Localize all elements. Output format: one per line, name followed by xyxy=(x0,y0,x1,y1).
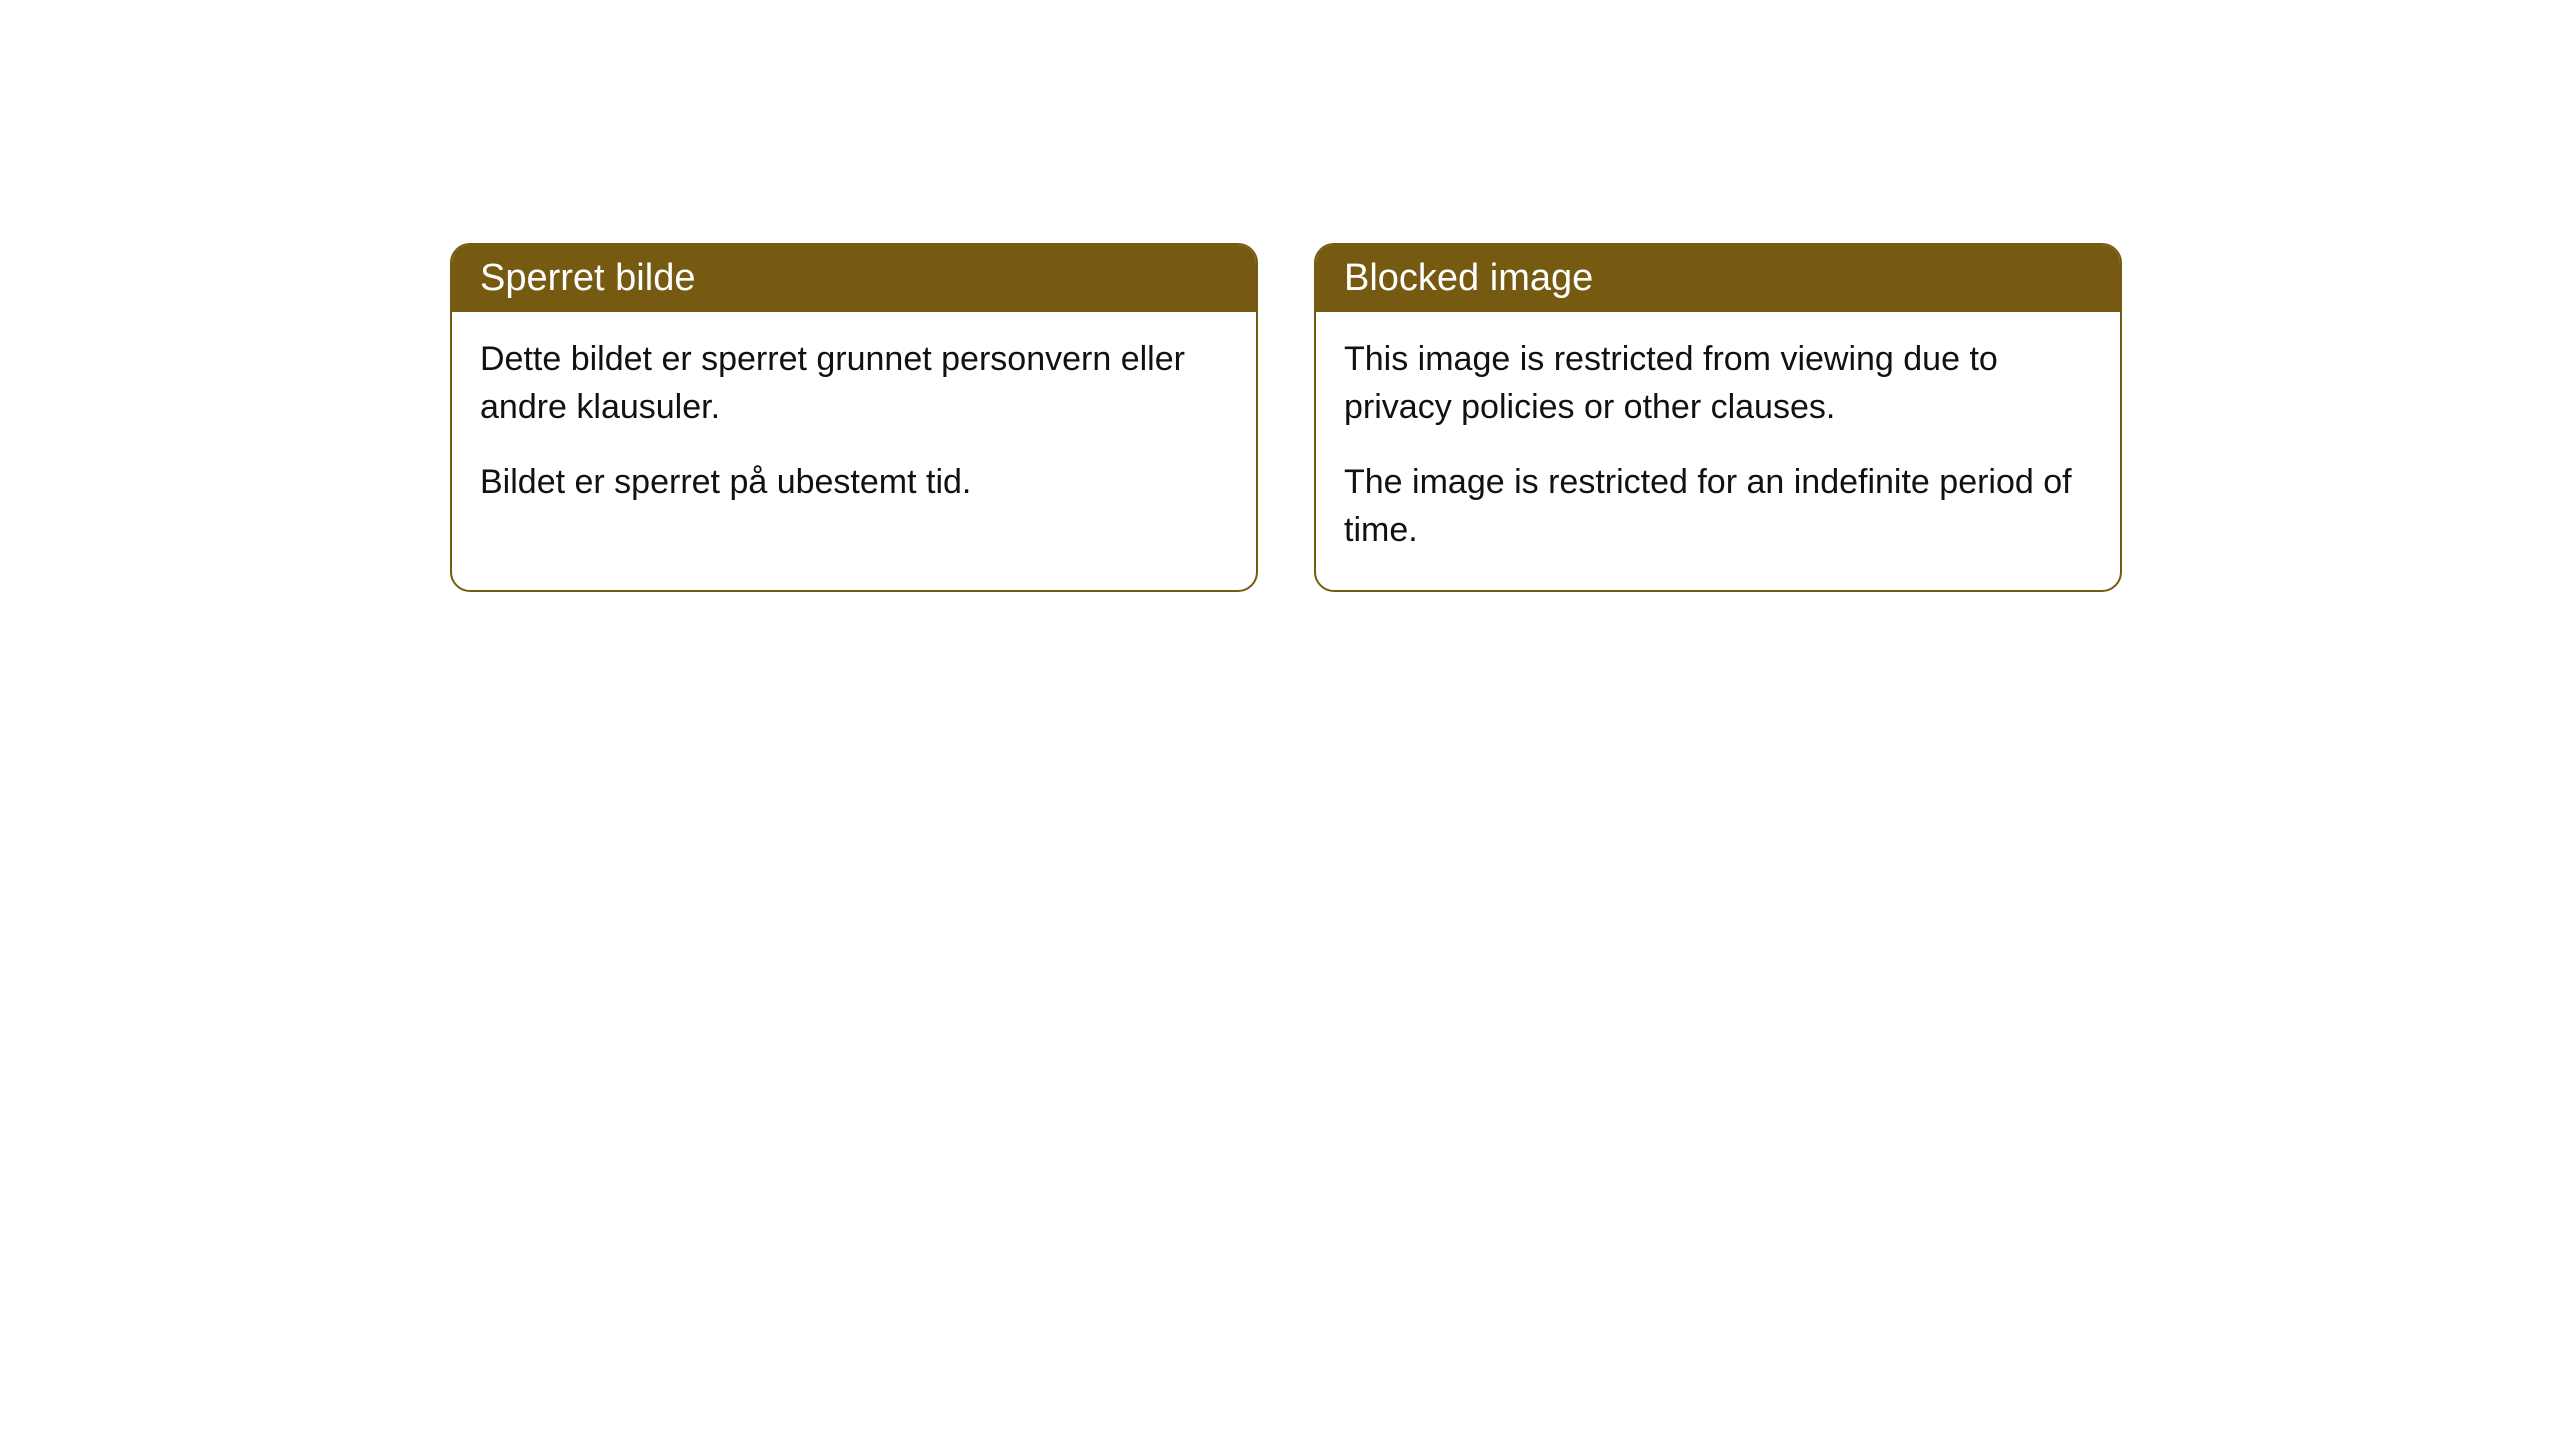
notice-body-norwegian: Dette bildet er sperret grunnet personve… xyxy=(452,312,1256,543)
notice-card-norwegian: Sperret bilde Dette bildet er sperret gr… xyxy=(450,243,1258,592)
notice-container: Sperret bilde Dette bildet er sperret gr… xyxy=(450,243,2122,592)
notice-title-norwegian: Sperret bilde xyxy=(480,257,695,299)
notice-header-norwegian: Sperret bilde xyxy=(452,245,1256,312)
notice-paragraph: Dette bildet er sperret grunnet personve… xyxy=(480,336,1228,431)
notice-paragraph: Bildet er sperret på ubestemt tid. xyxy=(480,459,1228,507)
notice-body-english: This image is restricted from viewing du… xyxy=(1316,312,2120,590)
notice-header-english: Blocked image xyxy=(1316,245,2120,312)
notice-paragraph: This image is restricted from viewing du… xyxy=(1344,336,2092,431)
notice-title-english: Blocked image xyxy=(1344,257,1593,299)
notice-paragraph: The image is restricted for an indefinit… xyxy=(1344,459,2092,554)
notice-card-english: Blocked image This image is restricted f… xyxy=(1314,243,2122,592)
